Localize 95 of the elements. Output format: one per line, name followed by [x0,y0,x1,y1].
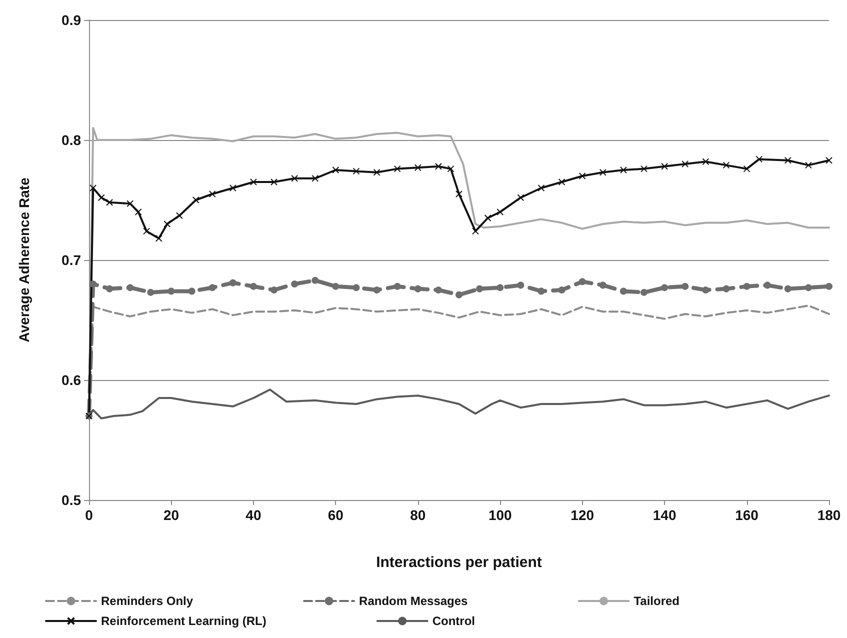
point [147,288,154,296]
point [208,284,216,292]
point [826,282,832,290]
point [373,168,380,176]
point [722,162,730,169]
point [291,174,298,182]
point [456,291,462,298]
y-tick-label: 0.5 [62,492,82,508]
point [90,280,97,288]
x-tick-label: 60 [328,507,344,523]
point [702,286,710,294]
x-tick-label: 0 [85,507,94,523]
point [517,282,524,289]
point [743,282,750,290]
point [312,276,319,284]
point [578,172,586,180]
legend-label: Reminders Only [101,594,194,608]
point [414,285,422,292]
point [394,165,401,172]
x-tick-label: 100 [488,507,512,523]
x-tick-label: 120 [570,507,594,523]
point [640,288,648,296]
point [620,288,627,295]
point [620,166,627,174]
legend-label: Tailored [634,594,680,608]
point [804,162,812,169]
point [394,282,401,290]
point [229,279,236,286]
y-axis-title: Average Adherence Rate [16,177,32,342]
point [312,174,319,182]
point [126,200,134,208]
point [784,156,792,164]
point [229,184,236,192]
point [784,285,792,292]
point [826,156,832,164]
point [661,162,668,170]
point [538,184,545,192]
point [578,278,586,286]
x-tick-label: 40 [246,507,262,523]
point [599,168,606,176]
point [208,190,216,198]
legend-label: Reinforcement Learning (RL) [101,614,266,628]
point [756,156,763,163]
point [106,285,114,292]
legend-label: Random Messages [359,594,468,608]
point [270,286,278,294]
point [476,285,484,292]
point [143,228,150,235]
point [447,165,454,172]
x-tick-label: 80 [410,507,426,523]
legend-label: Control [432,614,475,628]
point [155,234,162,242]
point [456,190,462,198]
point [250,282,257,290]
point [352,168,360,175]
point [558,286,566,294]
point [250,178,257,186]
point [270,178,278,186]
point [414,164,422,172]
point [352,284,360,292]
point [332,166,340,174]
point [764,282,771,289]
point [373,286,380,294]
point [188,288,196,295]
y-tick-label: 0.9 [62,12,82,28]
y-tick-label: 0.7 [62,252,82,268]
point [332,282,340,290]
point [804,284,812,292]
point [291,280,298,288]
point [90,184,97,192]
point [661,284,668,292]
point [168,288,175,295]
point [496,284,504,292]
point [434,162,442,170]
x-axis-title: Interactions per patient [376,554,542,571]
point [434,286,442,294]
x-tick-label: 20 [163,507,180,523]
point [599,282,606,289]
x-tick-label: 160 [735,507,759,523]
x-tick-label: 180 [817,507,841,523]
point [743,165,750,172]
point [98,194,105,202]
point [682,282,689,290]
point [106,198,114,206]
y-tick-label: 0.8 [62,132,82,148]
point [517,194,524,202]
x-tick-label: 140 [652,507,676,523]
point [640,165,648,172]
point [722,285,730,292]
y-tick-label: 0.6 [62,372,82,388]
point [538,288,545,295]
point [702,158,710,166]
point [126,284,134,292]
point [682,160,689,168]
point [558,178,566,186]
